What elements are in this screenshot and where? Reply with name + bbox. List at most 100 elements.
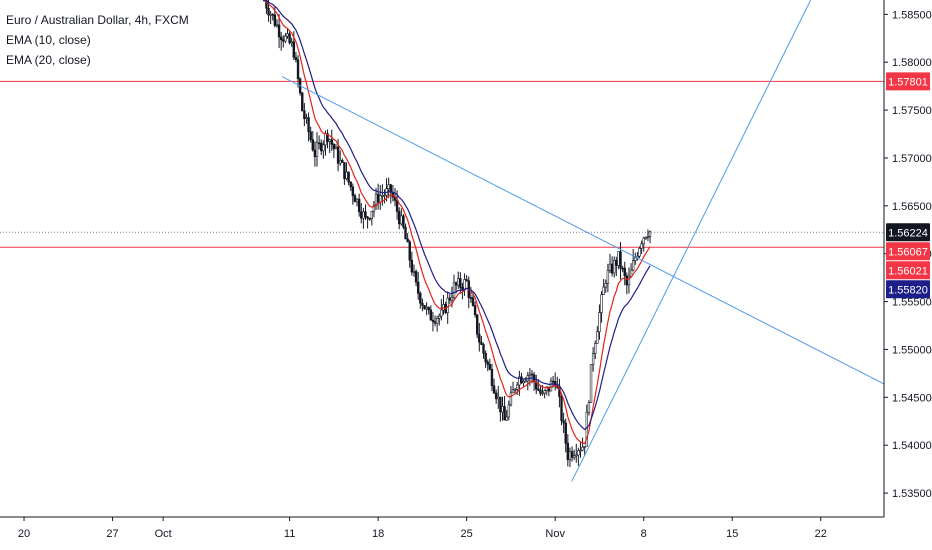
- ema-lines: [263, 0, 651, 445]
- candle-body: [313, 149, 317, 158]
- candle-body: [638, 248, 641, 257]
- candle-body: [395, 200, 399, 212]
- candle-body: [267, 7, 270, 16]
- candle-body: [419, 292, 422, 304]
- candle-body: [307, 117, 310, 133]
- candle-body: [357, 198, 361, 213]
- candle-body: [398, 211, 401, 225]
- candle-body: [355, 198, 359, 203]
- price-badge: [886, 261, 930, 280]
- candle-body: [368, 218, 371, 220]
- candle-body: [279, 36, 283, 41]
- candle-body: [640, 243, 643, 249]
- candle-body: [564, 422, 567, 444]
- candle-body: [326, 133, 329, 142]
- price-badge-label: 1.56067: [888, 246, 928, 258]
- candle-body: [429, 309, 433, 321]
- legend-ema20: EMA (20, close): [6, 53, 91, 67]
- y-tick-label: 1.54500: [892, 392, 932, 404]
- candle-body: [336, 146, 340, 164]
- x-tick-label: Oct: [155, 528, 172, 540]
- candle-body: [332, 143, 336, 150]
- candle-body: [450, 296, 454, 301]
- candle-body: [416, 281, 420, 294]
- candle-body: [577, 450, 580, 456]
- candle-body: [309, 131, 312, 140]
- x-tick-label: 22: [815, 528, 827, 540]
- candle-body: [410, 259, 414, 273]
- candle-body: [284, 35, 287, 42]
- candle-body: [452, 282, 456, 298]
- trendline[interactable]: [571, 0, 812, 482]
- candle-body: [547, 386, 551, 392]
- candle-body: [503, 406, 506, 421]
- candle-body: [507, 404, 511, 418]
- candle-body: [631, 260, 635, 271]
- candle-body: [528, 373, 532, 376]
- trendline[interactable]: [281, 76, 885, 385]
- x-tick-label: Nov: [545, 528, 565, 540]
- candle-body: [328, 139, 331, 142]
- y-tick-label: 1.56500: [892, 201, 932, 213]
- candle-body: [604, 283, 607, 288]
- price-badge-label: 1.57801: [888, 76, 928, 88]
- horizontal-lines: [0, 80, 884, 248]
- candle-body: [600, 294, 603, 313]
- candle-body: [282, 39, 285, 42]
- candle-body: [473, 305, 477, 316]
- candle-body: [484, 352, 487, 363]
- candle-body: [509, 392, 513, 406]
- candle-body: [608, 263, 612, 271]
- candle-body: [324, 133, 327, 146]
- candle-body: [570, 451, 574, 458]
- candle-body: [408, 241, 411, 261]
- candle-body: [457, 278, 460, 286]
- candle-body: [539, 389, 542, 394]
- candle-body: [478, 333, 481, 343]
- candle-body: [520, 376, 523, 384]
- candle-body: [596, 331, 599, 344]
- candle-body: [370, 210, 374, 219]
- candle-body: [379, 195, 382, 203]
- trendlines: [281, 0, 885, 482]
- candle-body: [273, 14, 277, 26]
- y-tick-label: 1.54000: [892, 440, 932, 452]
- candle-body: [488, 364, 492, 370]
- price-badge-label: 1.56021: [888, 265, 928, 277]
- candle-body: [583, 445, 586, 448]
- candle-body: [423, 305, 426, 310]
- candle-body: [334, 146, 338, 150]
- candle-body: [421, 302, 424, 306]
- candle-body: [381, 195, 384, 197]
- candle-body: [372, 204, 376, 212]
- candle-body: [317, 142, 321, 145]
- candle-body: [315, 142, 319, 158]
- candle-body: [366, 216, 369, 219]
- time-axis[interactable]: 20 27 Oct 11 18 25 Nov 8 15 22: [18, 517, 827, 540]
- candle-body: [364, 211, 367, 218]
- candle-body: [516, 384, 519, 390]
- candle-body: [301, 92, 304, 112]
- candle-body: [438, 315, 441, 319]
- ema-10-line: [263, 0, 651, 445]
- candle-body: [431, 319, 435, 322]
- candle-body: [374, 193, 378, 206]
- candle-body: [591, 353, 595, 365]
- candle-body: [433, 321, 437, 324]
- candle-body: [610, 263, 614, 274]
- candle-body: [562, 420, 565, 424]
- legend-title: Euro / Australian Dollar, 4h, FXCM: [6, 13, 189, 27]
- candle-body: [513, 388, 517, 391]
- price-badge: [886, 72, 930, 91]
- candle-body: [594, 343, 597, 354]
- candle-body: [265, 0, 268, 9]
- candle-body: [551, 380, 555, 383]
- x-tick-label: 27: [106, 528, 118, 540]
- candle-body: [579, 449, 582, 452]
- candle-body: [292, 41, 296, 58]
- candle-body: [480, 341, 483, 345]
- candle-body: [459, 278, 462, 288]
- ema-20-line: [264, 0, 651, 431]
- candle-body: [402, 215, 405, 228]
